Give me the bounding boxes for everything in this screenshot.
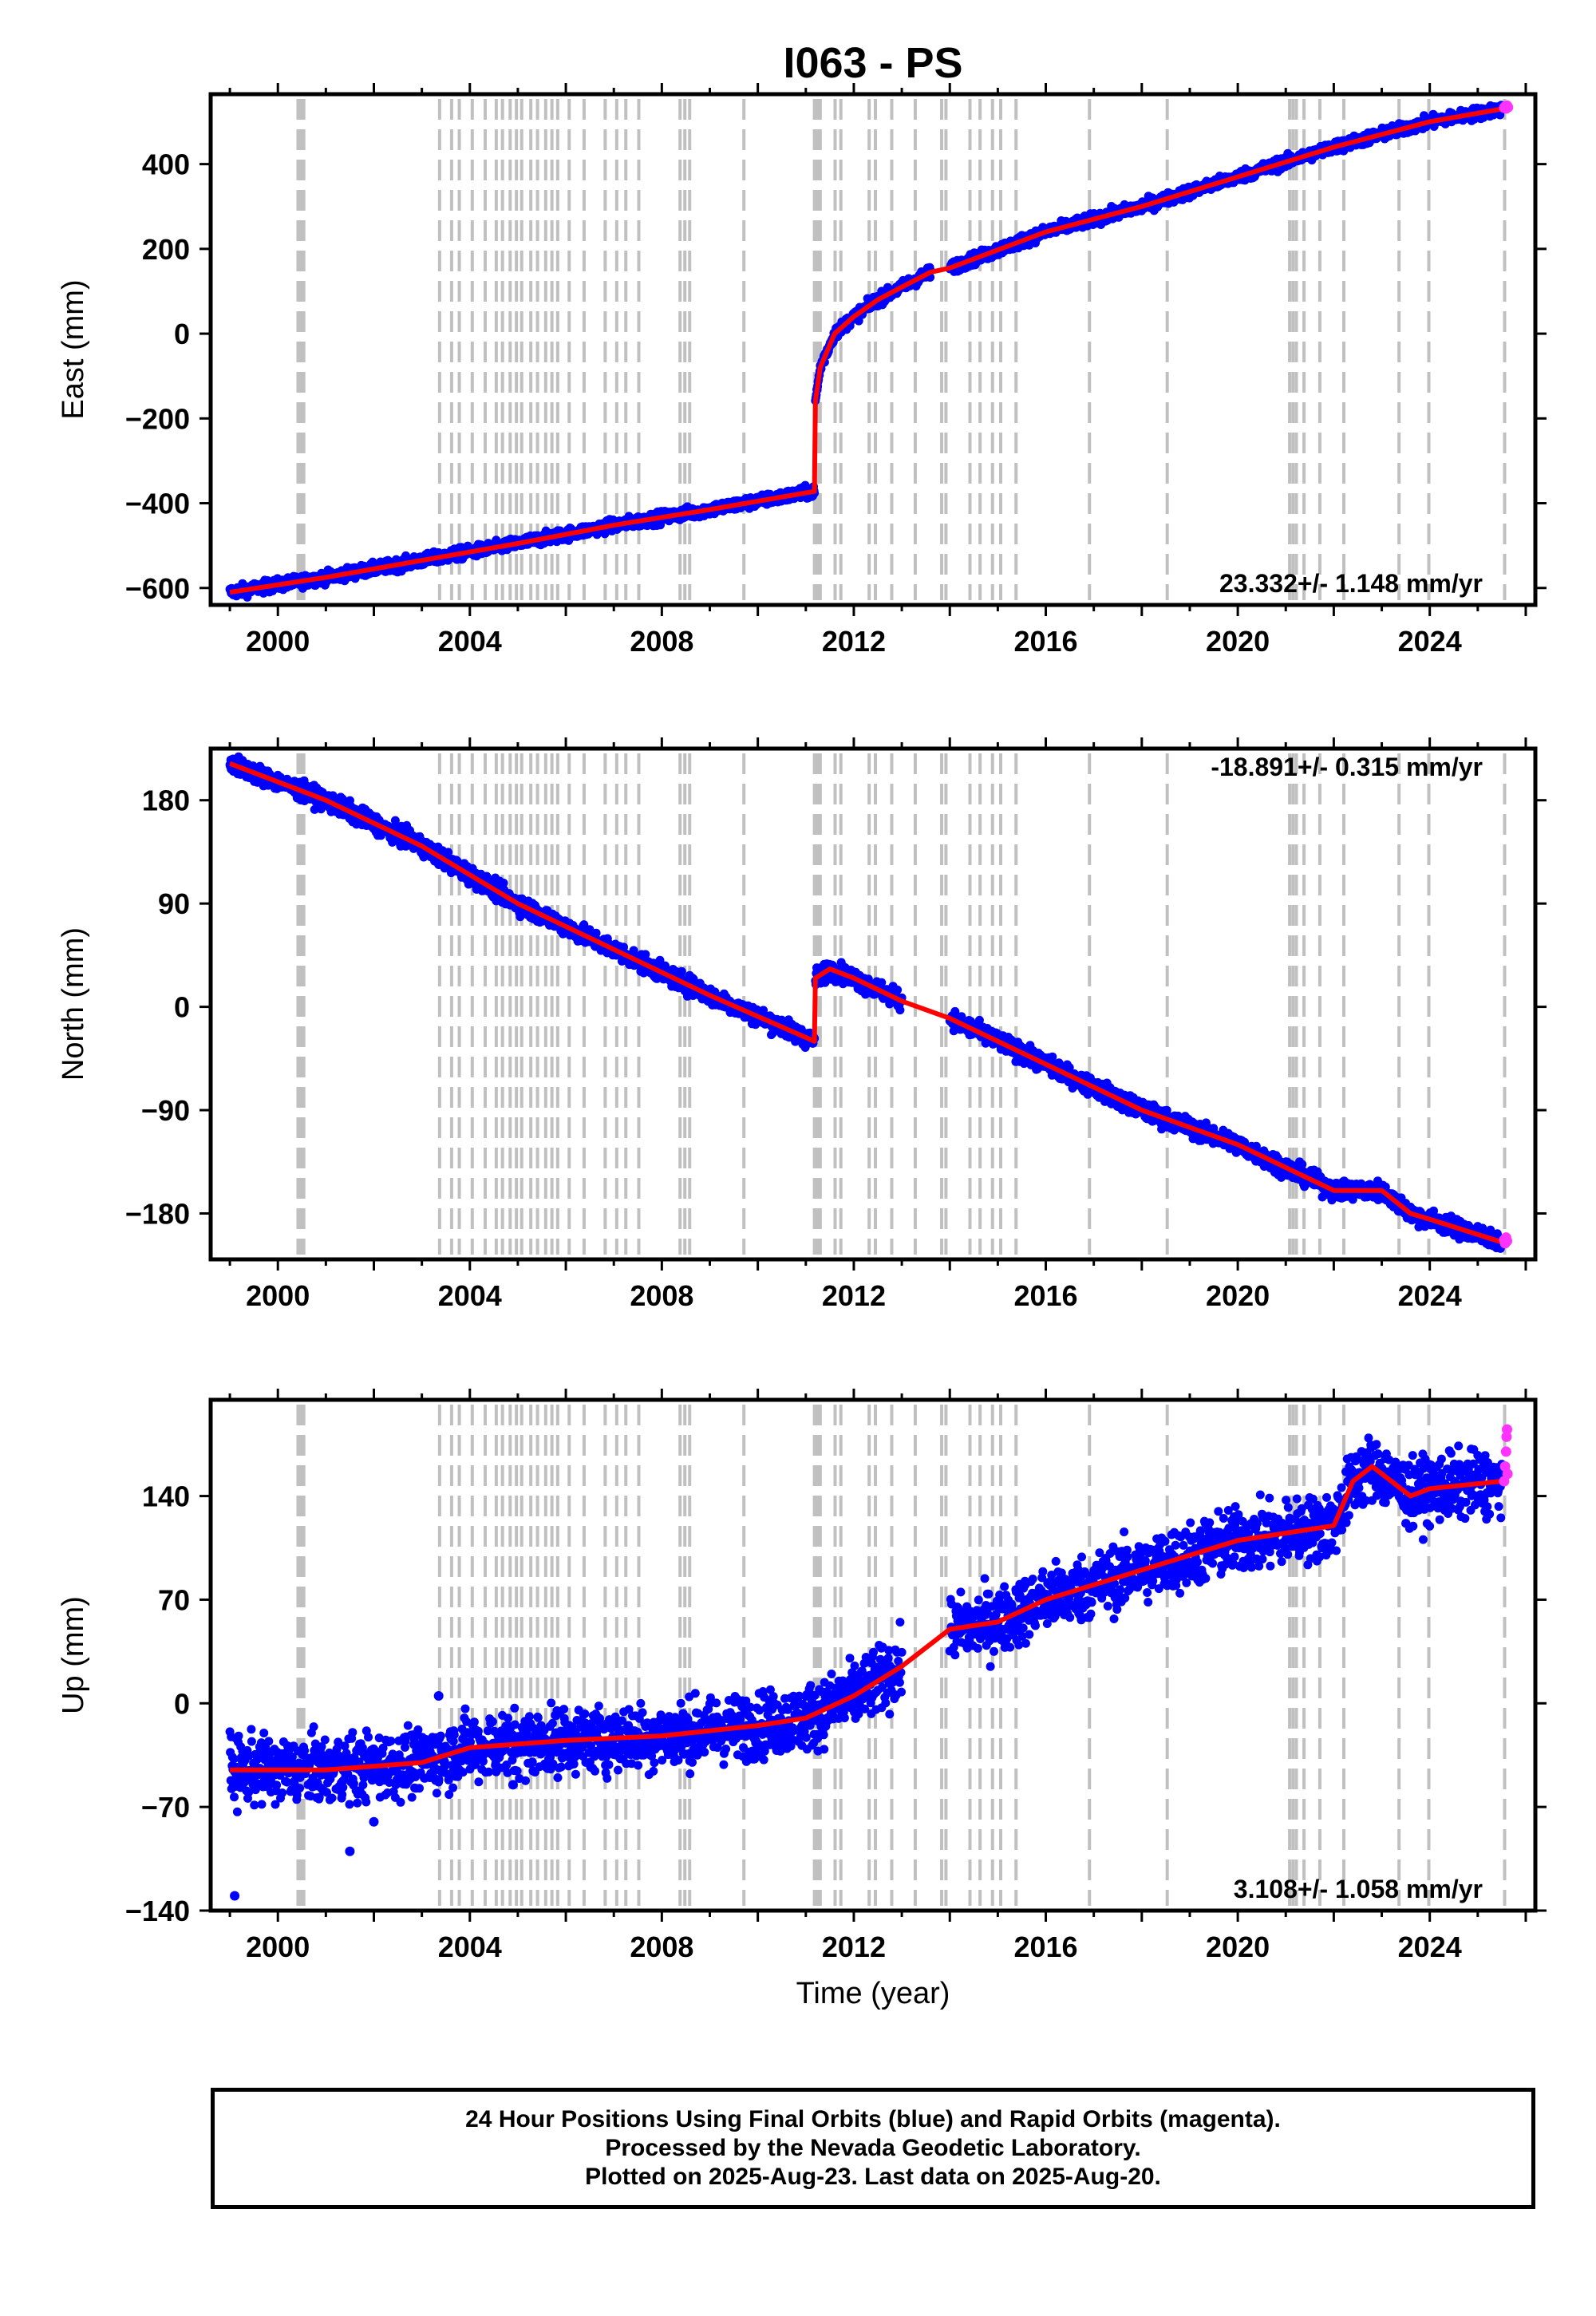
y-tick-label: 400 [142,148,190,181]
x-tick-label: 2016 [1013,625,1077,658]
final-orbit-points [225,101,1507,602]
panel-1: 2000 2004 2008 2012 2016 2020 2024−600−400−200… [57,83,1547,658]
plot-frame [208,92,1538,607]
y-tick-label: 200 [142,233,190,266]
model-fit-line [229,106,1503,595]
final-orbit-points [225,752,1507,1253]
y-axis-label: East (mm) [57,279,90,419]
event-lines [296,99,1507,600]
panels-group: 2000 2004 2008 2012 2016 2020 2024−600−400−200… [57,83,1547,2010]
rate-label: 23.332+/- 1.148 mm/yr [1219,569,1483,598]
y-tick-label: 0 [174,318,190,350]
chart-title: I063 - PS [783,39,962,87]
x-tick-label: 2008 [630,625,693,658]
x-tick-label: 2000 [246,625,310,658]
rapid-orbit-point [1503,101,1514,113]
panel-2: 2000 2004 2008 2012 2016 2020 2024−180−9009018… [57,737,1547,1312]
y-tick-label: −600 [125,572,190,605]
final-orbit-point [677,966,686,976]
final-orbit-point [893,985,903,994]
x-tick-label: 2024 [1398,625,1462,658]
x-tick-label: 2012 [822,625,886,658]
final-orbit-point [895,1006,905,1015]
x-tick-label: 2020 [1206,625,1270,658]
y-tick-label: −200 [125,402,190,435]
x-tick-label: 2004 [438,625,502,658]
y-tick-label: −400 [125,488,190,520]
